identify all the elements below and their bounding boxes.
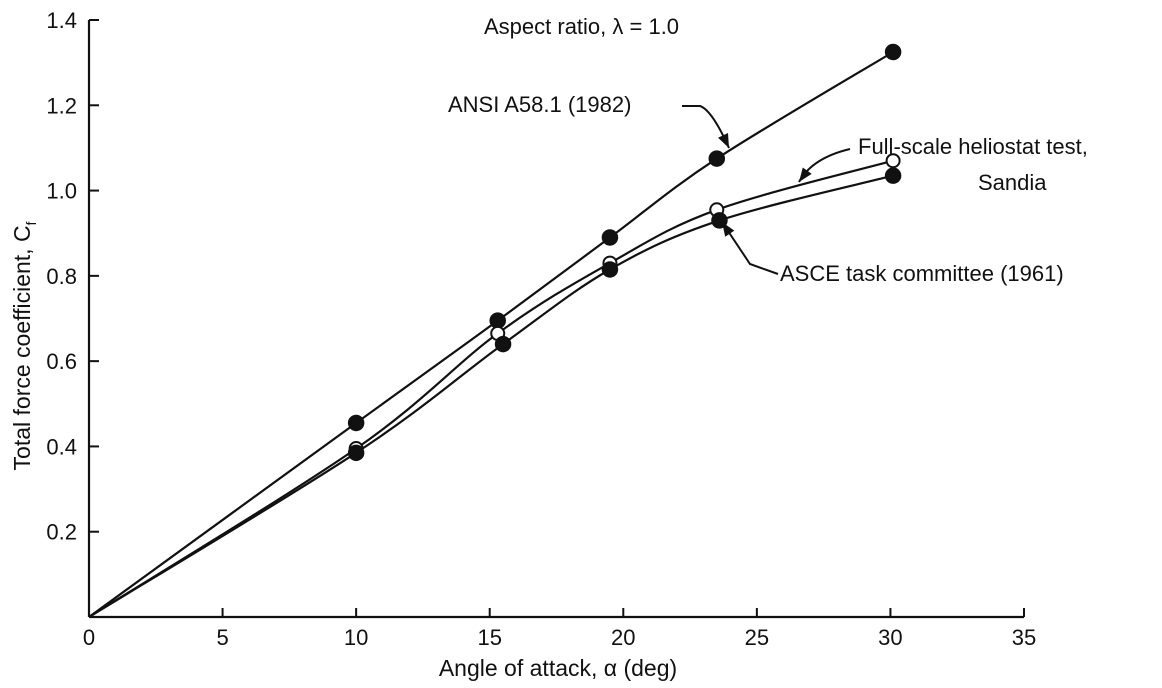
ansi-curve: [88, 51, 894, 618]
x-tick-label: 15: [477, 625, 501, 650]
y-tick-label: 0.6: [46, 349, 77, 374]
ansi-point: [489, 312, 506, 329]
ansi-point: [347, 414, 365, 432]
asce-curve: [88, 174, 894, 618]
y-tick-label: 0.2: [46, 520, 77, 545]
curves: [88, 51, 894, 618]
annotation-ansi: ANSI A58.1 (1982): [448, 92, 631, 117]
asce-leader: [721, 221, 779, 275]
y-tick-label: 0.4: [46, 434, 77, 459]
asce-point: [884, 167, 902, 184]
x-tick-label: 5: [216, 625, 228, 650]
data-points: [347, 43, 902, 462]
y-tick-label: 1.0: [46, 179, 77, 204]
ansi-point: [884, 43, 902, 61]
annotation-fullscale-line1: Full-scale heliostat test,: [858, 134, 1088, 159]
ansi-point: [708, 150, 726, 167]
x-axis-title: Angle of attack, α (deg): [439, 655, 677, 681]
x-tick-label: 30: [878, 625, 902, 650]
y-tick-label: 0.8: [46, 264, 77, 289]
ansi-leader: [682, 105, 730, 149]
y-axis-title: Total force coefficient, Cf: [9, 221, 39, 470]
ticks: 0 5 10 15 20 25 30 35 0.2 0.4 0.6 0.8 1.0 1.2 1.4: [46, 8, 1036, 650]
fullscale-point: [885, 153, 901, 169]
x-tick-label: 20: [611, 625, 635, 650]
asce-point: [601, 261, 619, 278]
x-tick-label: 10: [344, 625, 368, 650]
ansi-leader-arrowhead: [718, 132, 729, 148]
x-tick-label: 0: [83, 625, 95, 650]
leader-lines: [682, 105, 851, 275]
axes: [87, 20, 1024, 619]
x-tick-label: 25: [745, 625, 769, 650]
y-tick-label: 1.2: [46, 93, 77, 118]
annotation-asce: ASCE task committee (1961): [780, 261, 1064, 286]
ansi-point: [601, 229, 619, 246]
asce-point: [711, 212, 728, 229]
asce-point: [494, 335, 512, 353]
asce-point: [347, 444, 365, 462]
fullscale-leader-arrowhead: [799, 167, 812, 182]
annotation-fullscale-line2: Sandia: [978, 170, 1047, 195]
y-tick-label: 1.4: [46, 8, 77, 33]
y-axis-title-main: Total force coefficient, C: [9, 225, 35, 470]
x-tick-label: 35: [1012, 625, 1036, 650]
fullscale-leader: [798, 148, 851, 183]
y-axis-title-subscript: f: [23, 221, 39, 225]
chart-title: Aspect ratio, λ = 1.0: [484, 14, 679, 39]
svg-text:Total force coefficient, Cf: Total force coefficient, Cf: [9, 221, 39, 470]
fullscale-curve: [88, 159, 894, 618]
